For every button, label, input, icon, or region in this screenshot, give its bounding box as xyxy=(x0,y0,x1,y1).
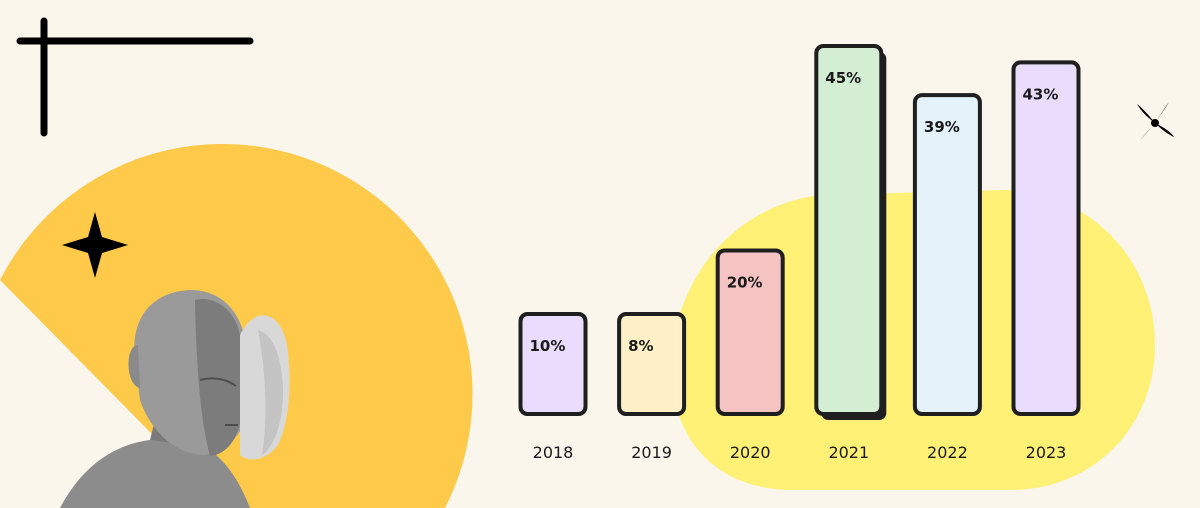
x-tick-label-2020: 2020 xyxy=(730,443,771,462)
bar-2018 xyxy=(518,312,588,416)
bar-2019 xyxy=(617,312,687,416)
bar-series: 10% 8% 20% 45% 39% 43% xyxy=(518,44,1081,420)
bar-value-label-2018: 10% xyxy=(530,337,566,355)
half-masked-head-statue xyxy=(60,290,290,508)
x-axis-ticks: 2018 2019 2020 2021 2022 2023 xyxy=(533,443,1067,462)
bar-2021 xyxy=(814,44,884,416)
bar-value-label-2023: 43% xyxy=(1023,85,1059,103)
four-point-star-icon xyxy=(62,212,128,278)
bar-value-label-2021: 45% xyxy=(825,69,861,87)
bar-value-label-2019: 8% xyxy=(628,337,653,355)
bar-2022 xyxy=(912,93,982,416)
corner-cross-lines xyxy=(16,17,254,137)
x-tick-label-2018: 2018 xyxy=(533,443,574,462)
bar-value-label-2022: 39% xyxy=(924,118,960,136)
x-tick-label-2022: 2022 xyxy=(927,443,968,462)
x-tick-label-2023: 2023 xyxy=(1026,443,1067,462)
propeller-sparkle-icon xyxy=(1137,102,1174,142)
bar-2020 xyxy=(715,248,785,416)
x-tick-label-2019: 2019 xyxy=(631,443,672,462)
bar-2023 xyxy=(1011,60,1081,416)
x-tick-label-2021: 2021 xyxy=(828,443,869,462)
bar-value-label-2020: 20% xyxy=(727,273,763,291)
